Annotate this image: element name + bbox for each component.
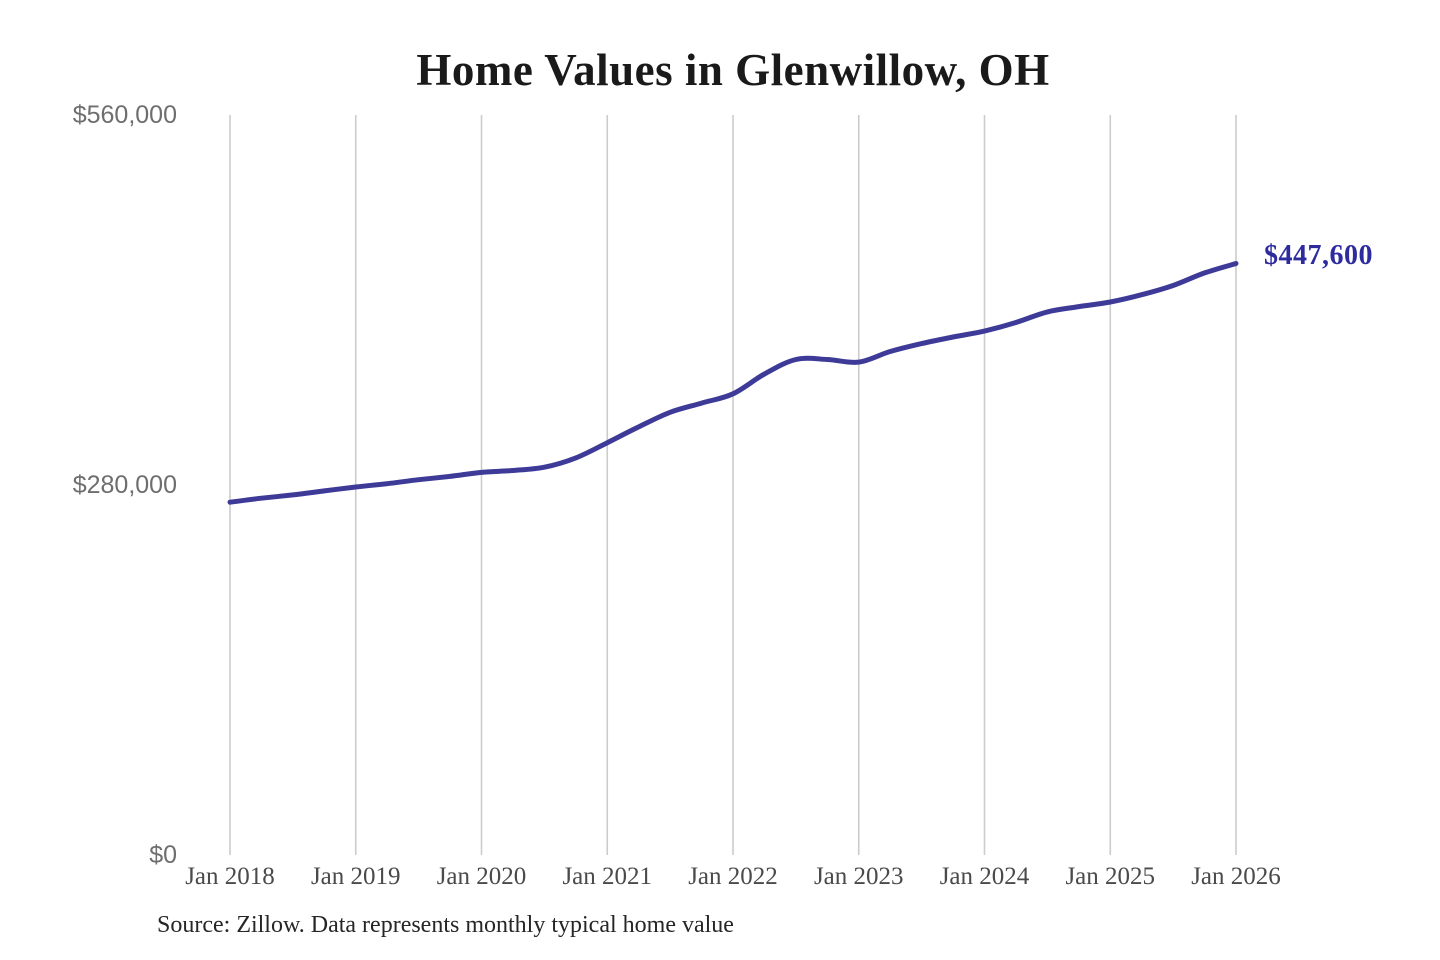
final-value-label: $447,600 (1264, 240, 1373, 271)
chart-title: Home Values in Glenwillow, OH (416, 45, 1050, 95)
y-tick-label: $560,000 (73, 101, 177, 129)
x-tick-label: Jan 2026 (1191, 863, 1281, 890)
x-tick-label: Jan 2025 (1065, 863, 1155, 890)
x-tick-label: Jan 2020 (437, 863, 527, 890)
source-note: Source: Zillow. Data represents monthly … (157, 912, 734, 938)
x-tick-label: Jan 2018 (185, 863, 275, 890)
y-tick-label: $0 (149, 841, 177, 869)
x-tick-label: Jan 2024 (940, 863, 1030, 890)
x-tick-label: Jan 2019 (311, 863, 401, 890)
x-tick-label: Jan 2023 (814, 863, 904, 890)
x-tick-label: Jan 2021 (562, 863, 652, 890)
home-value-line (227, 261, 1239, 505)
y-tick-label: $280,000 (73, 471, 177, 499)
x-tick-label: Jan 2022 (688, 863, 778, 890)
